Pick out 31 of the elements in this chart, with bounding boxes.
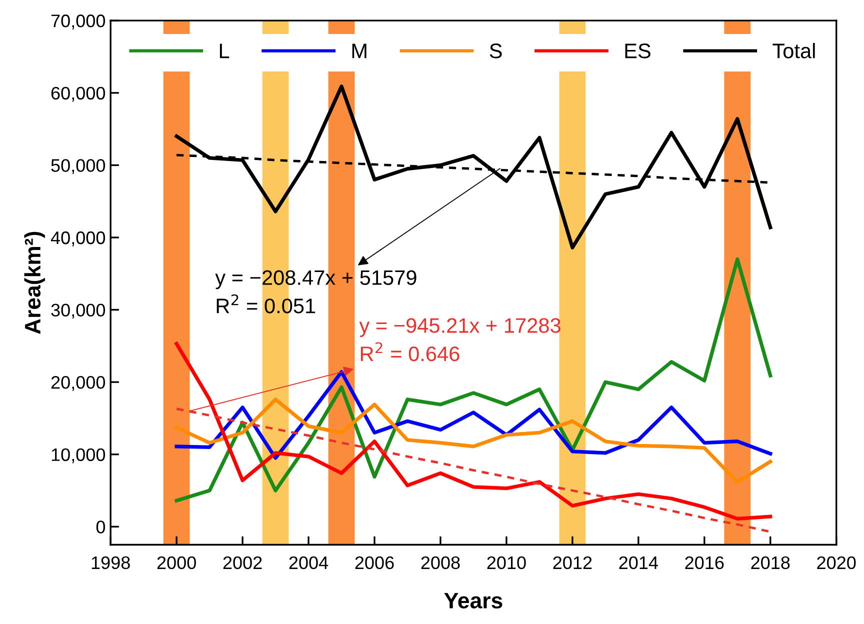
legend-label: M: [352, 44, 366, 58]
line-series: [174, 370, 772, 460]
legend-label: L: [220, 44, 230, 58]
legend-label: S: [490, 44, 502, 58]
legend-label: ES: [625, 44, 650, 58]
x-axis-title: Years: [444, 592, 502, 608]
y-tick-label: 10,000: [52, 448, 106, 464]
x-tick-label: 1998: [92, 556, 130, 570]
legend-label: Total: [772, 43, 815, 58]
x-tick-label: 2002: [223, 556, 262, 570]
y-tick-label: 20,000: [51, 376, 106, 391]
y-tick-label: 0: [96, 520, 106, 534]
x-tick-label: 2004: [289, 556, 328, 570]
line-series: [174, 257, 772, 502]
x-tick-label: 2008: [421, 556, 460, 570]
y-tick-label: 30,000: [51, 304, 106, 319]
x-tick-label: 2000: [157, 556, 196, 570]
y-axis-title: Area(km²): [24, 232, 45, 334]
y-tick-label: 40,000: [50, 231, 106, 246]
y-tick-label: 60,000: [51, 86, 106, 102]
x-tick-label: 2016: [685, 556, 724, 570]
x-tick-label: 2006: [355, 556, 394, 570]
line-series: [174, 342, 772, 521]
x-tick-label: 2014: [619, 556, 658, 570]
x-tick-label: 2010: [487, 556, 526, 570]
x-tick-label: 2012: [553, 556, 592, 570]
y-tick-label: 70,000: [51, 14, 106, 30]
x-tick-label: 2020: [817, 556, 856, 570]
line-series: [174, 398, 772, 484]
x-tick-label: 2018: [751, 556, 790, 570]
y-tick-label: 50,000: [51, 159, 106, 174]
